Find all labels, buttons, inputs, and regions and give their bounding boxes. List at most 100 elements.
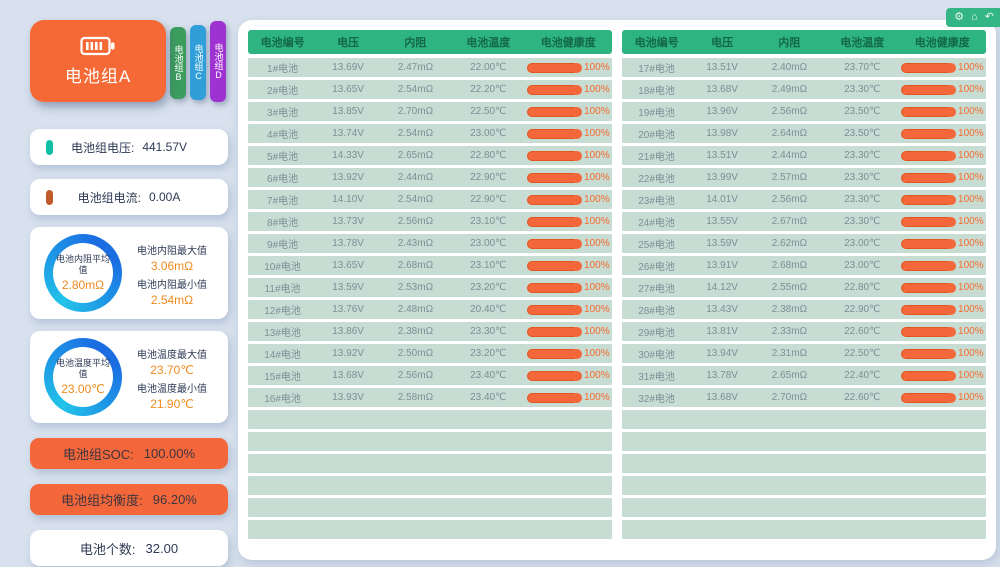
battery-group-selector: 电池组A 电池组B 电池组C 电池组D (30, 20, 230, 115)
battery-row: 10#电池 13.65V 2.68mΩ 23.10℃ 100% (248, 256, 612, 275)
pack-balance-value: 96.20% (152, 492, 197, 507)
battery-row: 30#电池 13.94V 2.31mΩ 22.50℃ 100% (622, 344, 986, 363)
health-cell: 100% (899, 172, 986, 183)
pack-current-stat: 电池组电流: 0.00A (30, 179, 228, 215)
health-bar (901, 216, 957, 227)
battery-row: 7#电池 14.10V 2.54mΩ 22.90℃ 100% (248, 190, 612, 209)
battery-id-cell: 21#电池 (638, 152, 675, 163)
column-header: 电池温度 (466, 37, 511, 49)
voltage-cell: 13.93V (332, 392, 364, 403)
resistance-cell: 2.70mΩ (771, 392, 808, 403)
voltage-cell: 13.68V (706, 84, 738, 95)
voltage-cell: 14.01V (706, 194, 738, 205)
battery-count-value: 32.00 (145, 540, 179, 556)
battery-id-cell: 10#电池 (264, 262, 301, 273)
health-bar (901, 172, 957, 183)
resistance-cell: 2.58mΩ (397, 392, 434, 403)
battery-group-c-tab[interactable]: 电池组C (190, 25, 206, 100)
temperature-cell: 23.00℃ (470, 128, 507, 139)
battery-id-cell: 29#电池 (638, 328, 675, 339)
health-bar (527, 348, 583, 359)
resistance-avg-label: 电池内阻平均值 (55, 253, 110, 275)
battery-row: 24#电池 13.55V 2.67mΩ 23.30℃ 100% (622, 212, 986, 231)
empty-row (622, 498, 986, 517)
battery-group-a-card[interactable]: 电池组A (30, 20, 166, 102)
health-percent: 100% (584, 84, 610, 95)
temperature-cell: 22.60℃ (844, 392, 881, 403)
home-icon[interactable]: ⌂ (971, 11, 978, 23)
battery-row: 15#电池 13.68V 2.56mΩ 23.40℃ 100% (248, 366, 612, 385)
column-header: 电压 (711, 37, 734, 49)
pack-balance-label: 电池组均衡度: (61, 493, 143, 508)
battery-id-cell: 23#电池 (638, 196, 675, 207)
battery-id-cell: 14#电池 (264, 350, 301, 361)
health-percent: 100% (958, 150, 984, 161)
battery-row: 17#电池 13.51V 2.40mΩ 23.70℃ 100% (622, 58, 986, 77)
battery-group-b-tab[interactable]: 电池组B (170, 27, 186, 99)
health-cell: 100% (525, 150, 612, 161)
battery-id-cell: 19#电池 (638, 108, 675, 119)
battery-row: 23#电池 14.01V 2.56mΩ 23.30℃ 100% (622, 190, 986, 209)
temperature-cell: 22.90℃ (844, 304, 881, 315)
voltage-cell: 13.59V (332, 282, 364, 293)
health-cell: 100% (899, 194, 986, 205)
health-bar (901, 282, 957, 293)
battery-id-cell: 5#电池 (267, 152, 299, 163)
battery-id-cell: 25#电池 (638, 240, 675, 251)
resistance-cell: 2.38mΩ (397, 326, 434, 337)
pack-soc-pill: 电池组SOC: 100.00% (30, 438, 228, 469)
temperature-max-value: 23.70℃ (150, 363, 194, 377)
temperature-cell: 23.00℃ (844, 260, 881, 271)
undo-icon[interactable]: ↶ (984, 11, 994, 23)
voltage-cell: 13.43V (706, 304, 738, 315)
window-toolbar: ⚙ ⌂ ↶ (946, 8, 1000, 27)
battery-group-d-tab[interactable]: 电池组D (210, 21, 226, 102)
temperature-gauge-ring: 电池温度平均值 23.00℃ (44, 338, 122, 416)
health-percent: 100% (584, 150, 610, 161)
health-percent: 100% (958, 238, 984, 249)
empty-row (622, 476, 986, 495)
temperature-cell: 22.40℃ (844, 370, 881, 381)
health-bar (527, 238, 583, 249)
resistance-cell: 2.56mΩ (771, 194, 808, 205)
battery-id-cell: 22#电池 (638, 174, 675, 185)
health-percent: 100% (958, 106, 984, 117)
resistance-cell: 2.43mΩ (397, 238, 434, 249)
health-bar (901, 194, 957, 205)
pack-soc-label: 电池组SOC: (62, 447, 134, 462)
temperature-min-label: 电池温度最小值 (137, 384, 207, 395)
temperature-cell: 22.90℃ (470, 194, 507, 205)
resistance-cell: 2.68mΩ (771, 260, 808, 271)
battery-row: 31#电池 13.78V 2.65mΩ 22.40℃ 100% (622, 366, 986, 385)
battery-id-cell: 8#电池 (267, 218, 299, 229)
health-cell: 100% (899, 348, 986, 359)
health-percent: 100% (958, 62, 984, 73)
health-bar (901, 392, 957, 403)
resistance-cell: 2.38mΩ (771, 304, 808, 315)
battery-row: 32#电池 13.68V 2.70mΩ 22.60℃ 100% (622, 388, 986, 407)
voltage-cell: 13.51V (706, 62, 738, 73)
health-cell: 100% (525, 304, 612, 315)
voltage-cell: 13.94V (706, 348, 738, 359)
resistance-cell: 2.49mΩ (771, 84, 808, 95)
health-cell: 100% (525, 84, 612, 95)
voltage-cell: 13.99V (706, 172, 738, 183)
health-percent: 100% (958, 392, 984, 403)
settings-icon[interactable]: ⚙ (954, 11, 965, 23)
temperature-max-label: 电池温度最大值 (137, 350, 207, 361)
health-cell: 100% (525, 282, 612, 293)
temperature-cell: 23.30℃ (844, 150, 881, 161)
current-capsule-icon (46, 190, 53, 205)
temperature-avg-label: 电池温度平均值 (55, 357, 110, 379)
temperature-cell: 23.10℃ (470, 216, 507, 227)
battery-row: 22#电池 13.99V 2.57mΩ 23.30℃ 100% (622, 168, 986, 187)
health-bar (527, 260, 583, 271)
health-bar (901, 370, 957, 381)
resistance-cell: 2.67mΩ (771, 216, 808, 227)
health-bar (901, 260, 957, 271)
voltage-cell: 13.98V (706, 128, 738, 139)
resistance-cell: 2.53mΩ (397, 282, 434, 293)
health-cell: 100% (899, 62, 986, 73)
health-percent: 100% (584, 348, 610, 359)
resistance-min-value: 2.54mΩ (150, 293, 194, 307)
